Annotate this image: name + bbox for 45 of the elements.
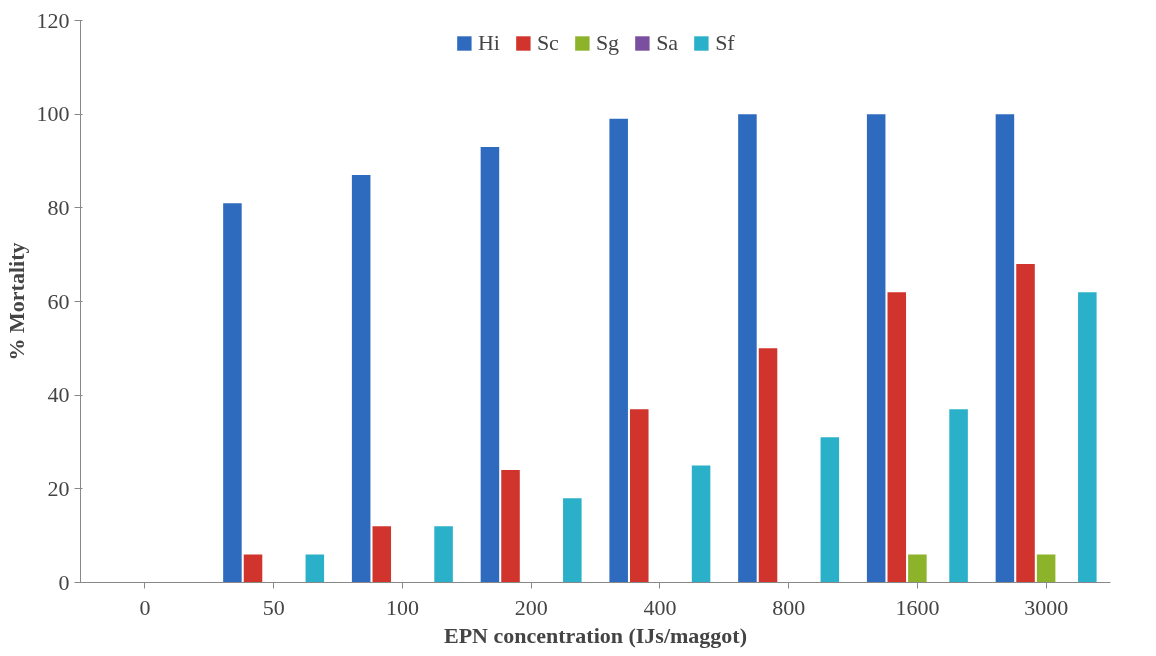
bar [1016,264,1035,583]
legend-label: Sc [536,30,559,56]
bar [887,292,907,583]
legend-label: Sg [595,30,620,56]
bar [630,409,649,583]
bar [501,470,520,583]
bar [820,437,840,583]
y-tick-label: 40 [47,382,70,408]
x-tick-label: 0 [139,594,151,620]
bar [223,203,242,583]
y-tick-label: 100 [36,101,70,127]
y-tick-label: 20 [47,475,70,501]
bar [1036,554,1056,583]
bar [908,554,927,583]
y-axis-title: % Mortality [3,242,29,361]
legend-label: Hi [477,30,500,56]
bar [351,175,371,583]
x-tick-label: 50 [262,594,285,620]
bar [738,114,757,583]
bar [609,118,628,583]
y-tick-label: 0 [58,569,70,595]
x-tick-label: 3000 [1024,594,1069,620]
x-axis-title: EPN concentration (IJs/maggot) [443,622,748,648]
bar [305,554,325,583]
bar [243,554,263,583]
y-tick-label: 80 [47,194,70,220]
legend-label: Sa [656,30,679,56]
x-tick-label: 800 [772,594,806,620]
bar [1078,292,1097,583]
bar [434,526,453,583]
x-tick-label: 400 [643,594,677,620]
bar [691,465,711,583]
x-tick-label: 200 [514,594,548,620]
bar [758,348,778,583]
bar [949,409,968,583]
bar [995,114,1015,583]
x-tick-label: 100 [385,594,419,620]
bar [866,114,886,583]
bar [372,526,392,583]
legend-label: Sf [715,30,736,56]
y-tick-label: 120 [36,7,70,33]
bar [480,146,500,583]
x-tick-label: 1600 [895,594,940,620]
y-tick-label: 60 [47,288,70,314]
bar [563,498,582,583]
